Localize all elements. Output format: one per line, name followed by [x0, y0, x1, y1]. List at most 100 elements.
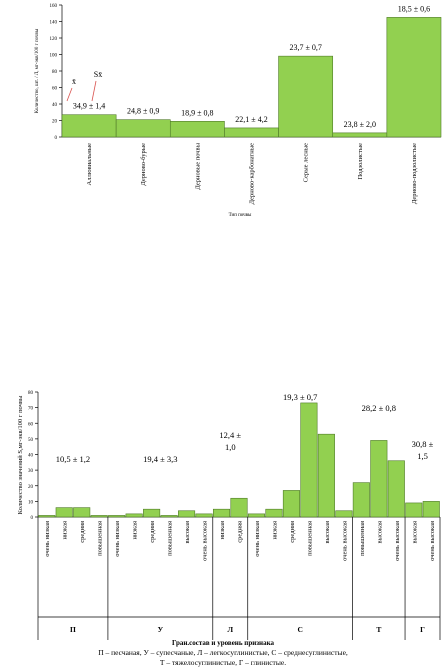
x-tick-label: высокая [376, 521, 383, 544]
bar [38, 515, 56, 518]
bar [282, 490, 300, 518]
value-annotation: 12,4 ±1,0 [219, 430, 241, 452]
y-tick-label: 100 [50, 54, 58, 59]
y-tick-label: 50 [28, 438, 34, 443]
y-tick-label: 0 [31, 516, 34, 521]
x-tick-label: очень низкая [254, 521, 261, 557]
y-tick-label: 60 [28, 422, 34, 427]
bar [115, 119, 171, 138]
x-tick-label: очень высокая [341, 521, 348, 561]
value-annotation: 23,7 ± 0,7 [289, 43, 321, 52]
x-tick-label: низкая [219, 521, 226, 539]
arrow [91, 80, 97, 102]
group-label: Л [227, 625, 233, 634]
y-tick-label: 70 [28, 407, 34, 412]
bar [370, 440, 388, 518]
bar [386, 17, 442, 138]
y-tick-label: 80 [28, 391, 34, 396]
marker-label: x̄ [72, 77, 76, 86]
bar [160, 515, 178, 518]
x-tick-label: средняя [149, 521, 156, 543]
bar [55, 507, 73, 518]
y-axis-title: Количество значений S,мг-экв/100 г почвы [17, 395, 24, 514]
value-annotation: 24,8 ± 0,9 [127, 107, 159, 116]
y-tick-label: 60 [52, 87, 58, 92]
group-label: Т [376, 625, 381, 634]
y-tick-label: 10 [28, 500, 34, 505]
x-tick-label: Серые лесные [303, 143, 310, 182]
y-axis-title: Количество, шт. / Л, мг-экв/100 г почвы [35, 28, 40, 113]
x-tick-label: очень высокая [394, 521, 401, 561]
bar [387, 460, 405, 518]
x-tick-label: низкая [271, 521, 278, 539]
bar [352, 482, 370, 518]
x-tick-label: средняя [79, 521, 86, 543]
footnote: П – песчаная, У – супесчаные, Л – легкос… [98, 648, 348, 657]
y-tick-label: 160 [50, 4, 58, 9]
group-label: У [158, 625, 164, 634]
footnote: Т – тяжелосуглинистые, Г – глинистые. [160, 658, 286, 667]
x-tick-label: Дерновые почвы [194, 142, 201, 189]
bar [422, 501, 440, 518]
y-tick-label: 40 [52, 103, 58, 108]
bar [300, 402, 318, 518]
x-tick-label: Дерново-подзолистые [411, 143, 418, 204]
bar [405, 502, 423, 518]
bar [230, 497, 248, 518]
x-tick-label: повышенная [306, 521, 313, 556]
x-tick-label: Дерново-бурые [140, 143, 147, 186]
x-tick-label: Аллювиальные [86, 143, 93, 186]
x-axis-title: Тип почвы [229, 213, 252, 218]
bar [212, 508, 231, 518]
bar [61, 114, 117, 138]
x-tick-label: очень низкая [114, 521, 121, 557]
bar [90, 515, 108, 518]
marker-label: Sx̄ [94, 70, 102, 79]
value-annotation: 10,5 ± 1,2 [56, 454, 90, 464]
x-tick-label: низкая [132, 521, 139, 539]
x-tick-label: повышенная [97, 521, 104, 556]
y-tick-label: 30 [28, 469, 34, 474]
value-annotation: 19,4 ± 3,3 [143, 454, 177, 464]
y-tick-label: 0 [55, 136, 58, 141]
y-tick-label: 20 [52, 120, 58, 125]
group-label: П [70, 625, 76, 634]
x-tick-label: повышенная [359, 521, 366, 556]
x-tick-label: высокая [411, 521, 418, 544]
value-annotation: 18,9 ± 0,8 [181, 108, 213, 117]
bar [335, 510, 353, 518]
x-tick-label: очень высокая [202, 521, 209, 561]
bar [169, 121, 225, 138]
x-axis-title: Гран.состав и уровень признака [172, 639, 275, 647]
bar [73, 507, 91, 518]
bar [125, 513, 143, 518]
y-tick-label: 120 [50, 37, 58, 42]
y-tick-label: 20 [28, 485, 34, 490]
y-tick-label: 80 [52, 70, 58, 75]
value-annotation: 18,5 ± 0,6 [398, 4, 430, 13]
x-tick-label: средняя [289, 521, 296, 543]
value-annotation: 28,2 ± 0,8 [362, 403, 396, 413]
bar [265, 508, 283, 518]
value-annotation: 22,1 ± 4,2 [235, 115, 267, 124]
x-tick-label: Дерново-карбонатные [249, 143, 256, 204]
bar [247, 513, 266, 518]
bar [332, 132, 388, 138]
x-tick-label: повышенная [167, 521, 174, 556]
x-tick-label: очень высокая [429, 521, 436, 561]
bar [278, 55, 334, 138]
x-tick-label: очень низкая [44, 521, 51, 557]
value-annotation: 23,8 ± 2,0 [344, 120, 376, 129]
group-label: Г [420, 625, 425, 634]
x-tick-label: низкая [62, 521, 69, 539]
bar [317, 433, 335, 518]
value-annotation: 19,3 ± 0,7 [283, 392, 317, 402]
group-label: С [297, 625, 302, 634]
bar [143, 508, 161, 518]
bar [195, 513, 213, 518]
x-tick-label: Подзолистые [357, 143, 364, 180]
y-tick-label: 40 [28, 454, 34, 459]
value-annotation: 34,9 ± 1,4 [73, 102, 105, 111]
bar [178, 510, 196, 518]
